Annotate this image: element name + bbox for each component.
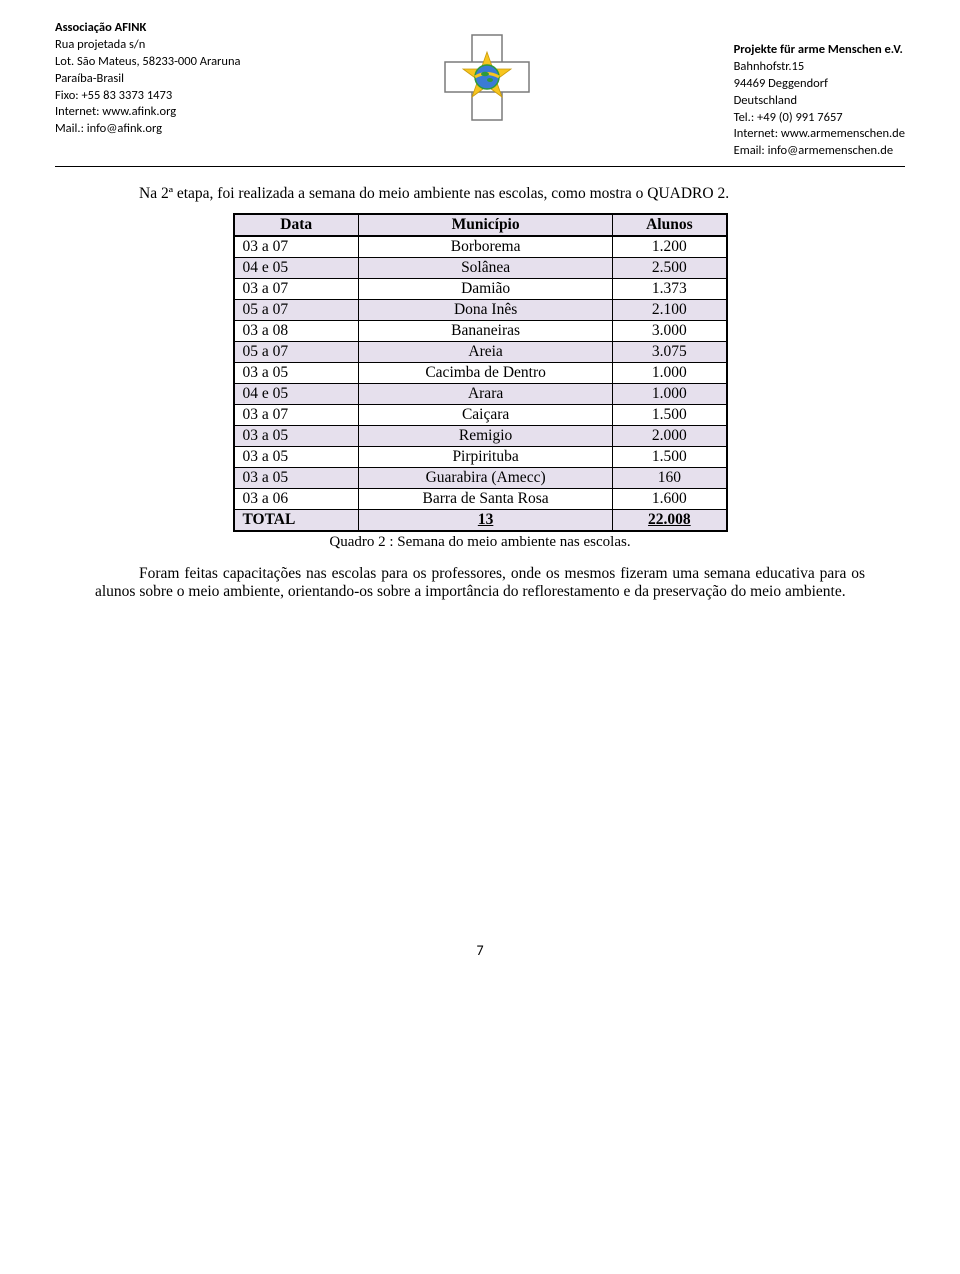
logo-container <box>427 20 547 125</box>
col-header-alunos: Alunos <box>613 214 727 236</box>
table-cell: 03 a 05 <box>234 426 359 447</box>
table-cell: 04 e 05 <box>234 258 359 279</box>
address-line: 94469 Deggendorf <box>734 76 905 93</box>
table-total-cell: 13 <box>358 510 612 532</box>
website-line: Internet: www.armemenschen.de <box>734 126 905 143</box>
table-cell: 03 a 07 <box>234 405 359 426</box>
table-header-row: Data Município Alunos <box>234 214 727 236</box>
table-cell: 1.373 <box>613 279 727 300</box>
table-row: 05 a 07Dona Inês2.100 <box>234 300 727 321</box>
table-cell: Borborema <box>358 236 612 258</box>
address-line: Deutschland <box>734 93 905 110</box>
table-row: 03 a 05Pirpirituba1.500 <box>234 447 727 468</box>
table-cell: 160 <box>613 468 727 489</box>
col-header-data: Data <box>234 214 359 236</box>
table-cell: Areia <box>358 342 612 363</box>
table-cell: 1.500 <box>613 447 727 468</box>
table-cell: 1.000 <box>613 363 727 384</box>
table-cell: 1.000 <box>613 384 727 405</box>
table-cell: Caiçara <box>358 405 612 426</box>
table-cell: 03 a 08 <box>234 321 359 342</box>
website-line: Internet: www.afink.org <box>55 104 241 121</box>
table-row: 03 a 08Bananeiras3.000 <box>234 321 727 342</box>
letterhead: Associação AFINK Rua projetada s/n Lot. … <box>55 20 905 160</box>
header-right-block: Projekte für arme Menschen e.V. Bahnhofs… <box>734 20 905 160</box>
table-row: 04 e 05Arara1.000 <box>234 384 727 405</box>
table-total-cell: TOTAL <box>234 510 359 532</box>
table-cell: Arara <box>358 384 612 405</box>
table-cell: 1.600 <box>613 489 727 510</box>
table-cell: 03 a 05 <box>234 363 359 384</box>
body-paragraph: Foram feitas capacitações nas escolas pa… <box>95 565 865 602</box>
table-cell: 2.100 <box>613 300 727 321</box>
phone-line: Fixo: +55 83 3373 1473 <box>55 88 241 105</box>
table-row: 03 a 07Borborema1.200 <box>234 236 727 258</box>
table-cell: 3.075 <box>613 342 727 363</box>
quadro-2-table: Data Município Alunos 03 a 07Borborema1.… <box>233 213 728 532</box>
table-cell: Damião <box>358 279 612 300</box>
table-cell: 03 a 05 <box>234 468 359 489</box>
table-cell: 2.000 <box>613 426 727 447</box>
address-line: Paraíba-Brasil <box>55 71 241 88</box>
table-cell: Bananeiras <box>358 321 612 342</box>
address-line: Rua projetada s/n <box>55 37 241 54</box>
table-cell: 03 a 05 <box>234 447 359 468</box>
table-cell: Pirpirituba <box>358 447 612 468</box>
col-header-municipio: Município <box>358 214 612 236</box>
table-row: 03 a 07Damião1.373 <box>234 279 727 300</box>
table-cell: 2.500 <box>613 258 727 279</box>
table-row: 05 a 07Areia3.075 <box>234 342 727 363</box>
email-line: Email: info@armemenschen.de <box>734 143 905 160</box>
table-cell: Dona Inês <box>358 300 612 321</box>
table-cell: Barra de Santa Rosa <box>358 489 612 510</box>
table-cell: Guarabira (Amecc) <box>358 468 612 489</box>
address-line: Lot. São Mateus, 58233-000 Araruna <box>55 54 241 71</box>
table-cell: 03 a 06 <box>234 489 359 510</box>
phone-line: Tel.: +49 (0) 991 7657 <box>734 110 905 127</box>
table-cell: 3.000 <box>613 321 727 342</box>
org-name-right: Projekte für arme Menschen e.V. <box>734 42 905 59</box>
table-row: 03 a 07Caiçara1.500 <box>234 405 727 426</box>
table-cell: Remigio <box>358 426 612 447</box>
table-cell: Solânea <box>358 258 612 279</box>
table-row: 04 e 05Solânea2.500 <box>234 258 727 279</box>
table-cell: 05 a 07 <box>234 342 359 363</box>
table-row: 03 a 05Cacimba de Dentro1.000 <box>234 363 727 384</box>
table-cell: 1.500 <box>613 405 727 426</box>
table-row: 03 a 05Guarabira (Amecc)160 <box>234 468 727 489</box>
table-cell: 03 a 07 <box>234 236 359 258</box>
header-left-block: Associação AFINK Rua projetada s/n Lot. … <box>55 20 241 138</box>
table-cell: 04 e 05 <box>234 384 359 405</box>
org-name-left: Associação AFINK <box>55 20 241 37</box>
table-cell: 03 a 07 <box>234 279 359 300</box>
table-caption: Quadro 2 : Semana do meio ambiente nas e… <box>95 534 865 551</box>
header-divider <box>55 166 905 167</box>
cross-star-globe-logo-icon <box>427 30 547 125</box>
intro-paragraph: Na 2ª etapa, foi realizada a semana do m… <box>95 185 865 203</box>
table-total-cell: 22.008 <box>613 510 727 532</box>
table-row: 03 a 06Barra de Santa Rosa1.600 <box>234 489 727 510</box>
page-number: 7 <box>55 942 905 959</box>
email-line: Mail.: info@afink.org <box>55 121 241 138</box>
table-cell: 1.200 <box>613 236 727 258</box>
address-line: Bahnhofstr.15 <box>734 59 905 76</box>
table-cell: 05 a 07 <box>234 300 359 321</box>
table-cell: Cacimba de Dentro <box>358 363 612 384</box>
table-total-row: TOTAL1322.008 <box>234 510 727 532</box>
table-row: 03 a 05Remigio2.000 <box>234 426 727 447</box>
